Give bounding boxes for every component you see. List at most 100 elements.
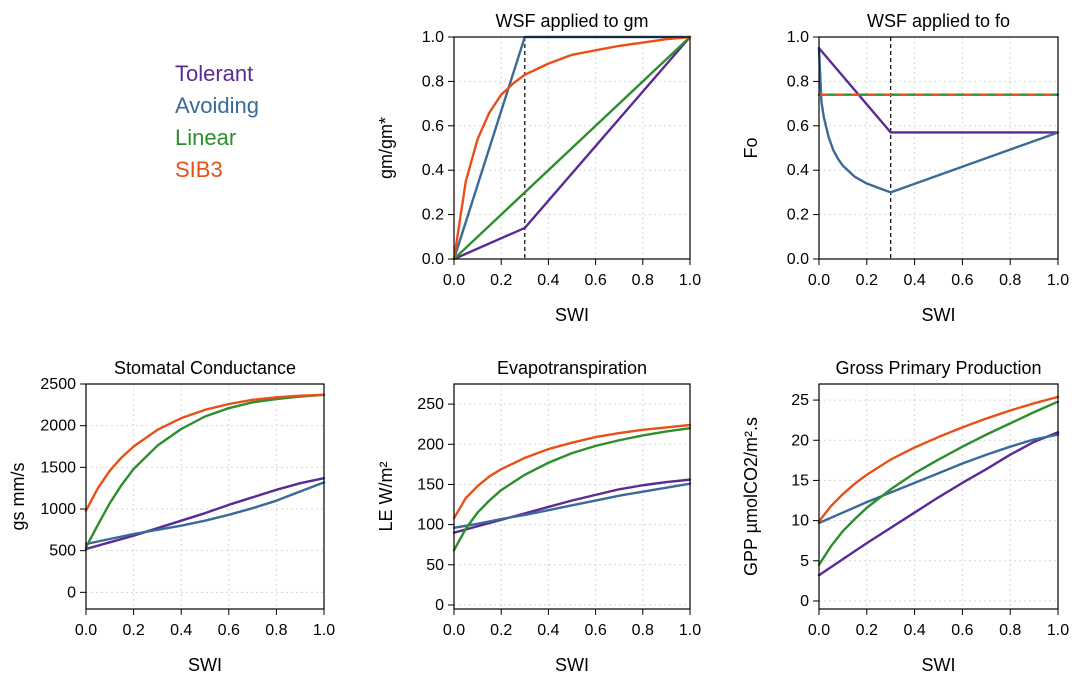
panel-1-title: WSF applied to gm (495, 11, 648, 31)
panel-3-xtick-label-1: 0.2 (122, 622, 144, 639)
panel-2-ytick-label-1: 0.2 (787, 207, 809, 224)
panel-3-title: Stomatal Conductance (114, 358, 296, 378)
panel-5-ytick-label-0: 0 (800, 593, 809, 610)
panel-2-xtick-label-5: 1.0 (1047, 272, 1069, 289)
panel-1-ytick-label-1: 0.2 (422, 207, 444, 224)
panel-3-ytick-label-4: 2000 (40, 418, 76, 435)
panel-2-xtick-label-2: 0.4 (903, 272, 925, 289)
panel-3-ytick-label-0: 0 (67, 584, 76, 601)
panel-3-series-tolerant (84, 476, 326, 551)
panel-2-ytick-label-4: 0.8 (787, 73, 809, 90)
panel-4-series-linear (452, 427, 692, 552)
panel-4-xtick-label-2: 0.4 (537, 622, 559, 639)
legend-entry-sib3: SIB3 (175, 157, 223, 182)
panel-5-xtick-label-2: 0.4 (903, 622, 925, 639)
panel-2-ytick-label-3: 0.6 (787, 118, 809, 135)
panel-4-ytick-label-0: 0 (435, 597, 444, 614)
panel-5-xtick-label-4: 0.8 (999, 622, 1021, 639)
panel-3-frame (85, 383, 325, 610)
panel-1-xlabel: SWI (555, 305, 589, 325)
panel-3-xtick-label-2: 0.4 (170, 622, 192, 639)
panel-2-xtick-label-4: 0.8 (999, 272, 1021, 289)
panel-3-ytick-label-1: 500 (49, 543, 76, 560)
panel-4-ytick-label-4: 200 (417, 436, 444, 453)
panel-4-xtick-label-4: 0.8 (632, 622, 654, 639)
panel-4-series-tolerant (452, 478, 692, 534)
panel-5-ytick-label-5: 25 (791, 392, 809, 409)
legend: Tolerant Avoiding Linear SIB3 (175, 58, 259, 186)
panel-2-title: WSF applied to fo (867, 11, 1010, 31)
panel-3-series-linear (84, 393, 326, 549)
panel-1-frame (453, 36, 691, 260)
legend-entry-tolerant: Tolerant (175, 61, 254, 86)
panel-4-ytick-label-3: 150 (417, 476, 444, 493)
panel-4-xlabel: SWI (555, 655, 589, 675)
panel-3-xtick-label-4: 0.8 (265, 622, 287, 639)
panel-2-ytick-label-0: 0.0 (787, 251, 809, 268)
panel-1-xtick-label-1: 0.2 (490, 272, 512, 289)
panel-2-xtick-label-1: 0.2 (856, 272, 878, 289)
panel-3-ytick-label-3: 1500 (40, 459, 76, 476)
panel-5-frame (818, 383, 1059, 610)
panel-5-series-tolerant (817, 431, 1060, 577)
panel-4-series-sib3 (452, 423, 692, 520)
panel-4-xtick-label-1: 0.2 (490, 622, 512, 639)
panel-5-ytick-label-4: 20 (791, 432, 809, 449)
panel-4-xtick-label-0: 0.0 (443, 622, 465, 639)
panel-1-xtick-label-3: 0.6 (584, 272, 606, 289)
panel-1-ytick-label-4: 0.8 (422, 73, 444, 90)
panel-1-ytick-label-2: 0.4 (422, 162, 444, 179)
panel-4-ytick-label-5: 250 (417, 396, 444, 413)
panel-5-xtick-label-1: 0.2 (856, 622, 878, 639)
panel-5-ytick-label-3: 15 (791, 472, 809, 489)
legend-entry-avoiding: Avoiding (175, 93, 259, 118)
panel-2-series-tolerant (817, 46, 1060, 134)
panel-5-ylabel: GPP µmolCO2/m².s (741, 417, 761, 576)
panel-4-ytick-label-1: 50 (426, 557, 444, 574)
panel-1-ylabel: gm/gm* (376, 117, 396, 179)
panel-2-ylabel: Fo (741, 137, 761, 158)
panel-4-title: Evapotranspiration (497, 358, 647, 378)
panel-4-xtick-label-3: 0.6 (584, 622, 606, 639)
panel-4-xtick-label-5: 1.0 (679, 622, 701, 639)
panel-2-frame (818, 36, 1059, 260)
panel-4-ytick-label-2: 100 (417, 517, 444, 534)
panel-2-xtick-label-0: 0.0 (808, 272, 830, 289)
panel-1-series-linear (452, 35, 692, 261)
panel-1-xtick-label-0: 0.0 (443, 272, 465, 289)
panel-1-xtick-label-4: 0.8 (632, 272, 654, 289)
panel-3-ytick-label-2: 1000 (40, 501, 76, 518)
panel-2-ytick-label-5: 1.0 (787, 29, 809, 46)
panel-4-frame (453, 383, 691, 610)
panel-1-ytick-label-3: 0.6 (422, 118, 444, 135)
panel-3-xtick-label-3: 0.6 (218, 622, 240, 639)
panel-4-ylabel: LE W/m² (376, 461, 396, 531)
panel-4-series-avoiding (452, 482, 692, 530)
panel-1-ytick-label-5: 1.0 (422, 29, 444, 46)
panel-3-ylabel: gs mm/s (8, 462, 28, 530)
panel-3-series-avoiding (84, 481, 326, 546)
panel-1-ytick-label-0: 0.0 (422, 251, 444, 268)
panel-5-ytick-label-2: 10 (791, 513, 809, 530)
panel-1-xtick-label-2: 0.4 (537, 272, 559, 289)
panel-1-series-sib3 (452, 35, 692, 261)
panel-5-xtick-label-0: 0.0 (808, 622, 830, 639)
panel-5-title: Gross Primary Production (835, 358, 1041, 378)
panel-2-series-avoiding (817, 46, 1060, 194)
panel-5-series-avoiding (817, 433, 1060, 525)
panel-3-ytick-label-5: 2500 (40, 376, 76, 393)
panel-2-xtick-label-3: 0.6 (951, 272, 973, 289)
panel-5-xtick-label-5: 1.0 (1047, 622, 1069, 639)
panel-5-series-sib3 (817, 395, 1060, 523)
legend-entry-linear: Linear (175, 125, 237, 150)
panel-5-ytick-label-1: 5 (800, 553, 809, 570)
panel-1-xtick-label-5: 1.0 (679, 272, 701, 289)
panel-2-ytick-label-2: 0.4 (787, 162, 809, 179)
panel-5-xlabel: SWI (922, 655, 956, 675)
panel-5-xtick-label-3: 0.6 (951, 622, 973, 639)
panel-3-xlabel: SWI (188, 655, 222, 675)
panel-2-xlabel: SWI (922, 305, 956, 325)
panel-3-xtick-label-5: 1.0 (313, 622, 335, 639)
panel-5-series-linear (817, 400, 1060, 566)
